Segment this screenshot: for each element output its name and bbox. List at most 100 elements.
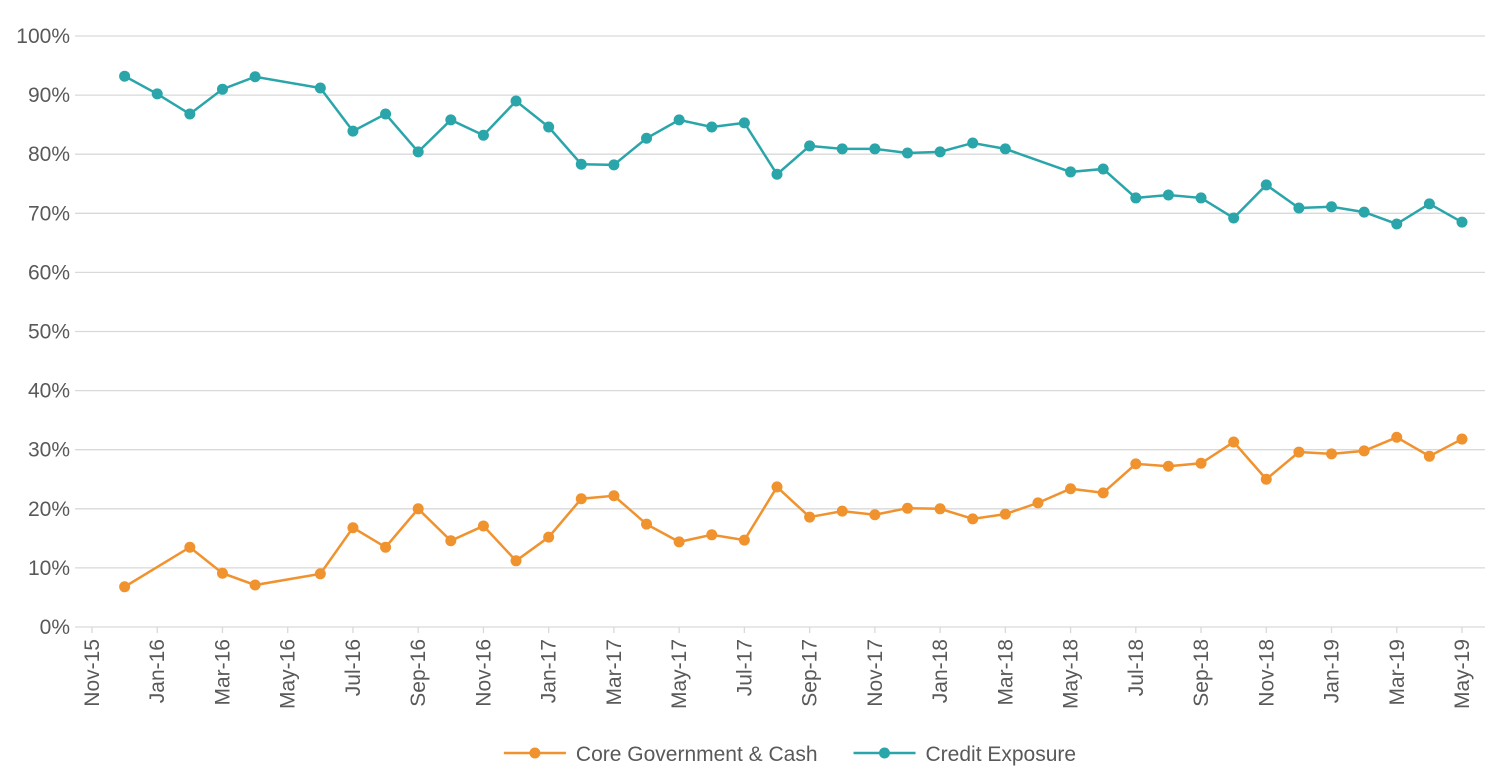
data-point	[641, 132, 653, 144]
data-point	[967, 513, 979, 525]
x-tick-label: Jul-17	[733, 639, 756, 696]
data-point	[347, 125, 359, 137]
x-tick-label: Sep-17	[799, 639, 822, 707]
data-point	[1130, 458, 1142, 470]
data-point	[1130, 192, 1142, 204]
data-point	[380, 108, 392, 120]
data-point	[216, 567, 228, 579]
x-tick-label: Mar-18	[994, 639, 1017, 706]
series-line	[124, 75, 1463, 226]
data-point	[771, 168, 783, 180]
x-tick-label: Sep-18	[1190, 639, 1213, 707]
x-tick-label: Jul-18	[1125, 639, 1148, 696]
data-point	[804, 140, 816, 152]
data-point	[673, 114, 685, 126]
y-tick-label: 90%	[28, 84, 70, 107]
y-tick-label: 60%	[28, 261, 70, 284]
data-point	[543, 531, 555, 543]
data-point	[1358, 445, 1370, 457]
series-line	[123, 435, 1463, 588]
x-tick-label: May-17	[668, 639, 691, 709]
y-tick-label: 20%	[28, 498, 70, 521]
legend-marker	[879, 747, 891, 759]
data-point	[314, 568, 326, 580]
data-point	[1065, 166, 1077, 178]
x-tick-label: Mar-17	[603, 639, 626, 706]
data-point	[1195, 457, 1207, 469]
data-point	[1260, 473, 1272, 485]
data-point	[445, 114, 457, 126]
data-point	[347, 522, 359, 534]
data-point	[575, 493, 587, 505]
data-point	[967, 137, 979, 149]
x-tick-label: Jan-19	[1321, 639, 1344, 703]
data-point	[445, 535, 457, 547]
data-point	[1097, 487, 1109, 499]
data-point	[184, 541, 196, 553]
data-point	[1162, 460, 1174, 472]
data-point	[249, 71, 261, 83]
data-point	[510, 95, 522, 107]
x-tick-label: Mar-16	[211, 639, 234, 706]
data-point	[1065, 483, 1077, 495]
data-point	[1293, 202, 1305, 214]
data-point	[249, 579, 261, 591]
data-point	[1228, 212, 1240, 224]
data-point	[151, 88, 163, 100]
x-tick-label: Jan-16	[146, 639, 169, 703]
x-tick-label: Mar-19	[1386, 639, 1409, 706]
x-tick-label: May-19	[1451, 639, 1474, 709]
legend-label: Credit Exposure	[926, 743, 1077, 766]
legend-marker	[529, 747, 541, 759]
data-point	[1456, 433, 1468, 445]
data-point	[1293, 446, 1305, 458]
data-point	[380, 541, 392, 553]
x-tick-label: Jan-18	[929, 639, 952, 703]
y-tick-label: 30%	[28, 439, 70, 462]
y-tick-label: 10%	[28, 557, 70, 580]
data-point	[1195, 192, 1207, 204]
y-tick-label: 80%	[28, 143, 70, 166]
data-point	[1391, 431, 1403, 443]
data-point	[543, 121, 555, 133]
data-point	[1423, 198, 1435, 210]
data-point	[1326, 448, 1338, 460]
data-point	[999, 143, 1011, 155]
data-point	[1228, 436, 1240, 448]
data-point	[1260, 179, 1272, 191]
data-point	[575, 158, 587, 170]
data-point	[1326, 201, 1338, 213]
legend-label: Core Government & Cash	[576, 743, 818, 766]
data-point	[901, 502, 913, 514]
x-tick-label: Nov-15	[81, 639, 104, 707]
x-tick-label: Jan-17	[538, 639, 561, 703]
data-point	[477, 520, 489, 532]
x-tick-label: Nov-17	[864, 639, 887, 707]
y-tick-label: 100%	[16, 25, 70, 48]
data-point	[869, 143, 881, 155]
data-point	[184, 108, 196, 120]
data-point	[608, 490, 620, 502]
data-point	[999, 508, 1011, 520]
x-tick-label: Nov-16	[472, 639, 495, 707]
data-point	[510, 555, 522, 567]
data-point	[934, 503, 946, 515]
data-point	[1456, 216, 1468, 228]
data-point	[641, 518, 653, 530]
x-tick-label: May-16	[277, 639, 300, 709]
data-point	[934, 146, 946, 158]
data-point	[869, 509, 881, 521]
data-point	[673, 536, 685, 548]
data-point	[1162, 189, 1174, 201]
data-point	[836, 143, 848, 155]
y-tick-label: 70%	[28, 202, 70, 225]
y-tick-label: 40%	[28, 380, 70, 403]
data-point	[477, 129, 489, 141]
data-point	[706, 121, 718, 133]
data-point	[1423, 450, 1435, 462]
data-point	[836, 505, 848, 517]
y-tick-label: 50%	[28, 321, 70, 344]
data-point	[1358, 206, 1370, 218]
data-point	[216, 83, 228, 95]
